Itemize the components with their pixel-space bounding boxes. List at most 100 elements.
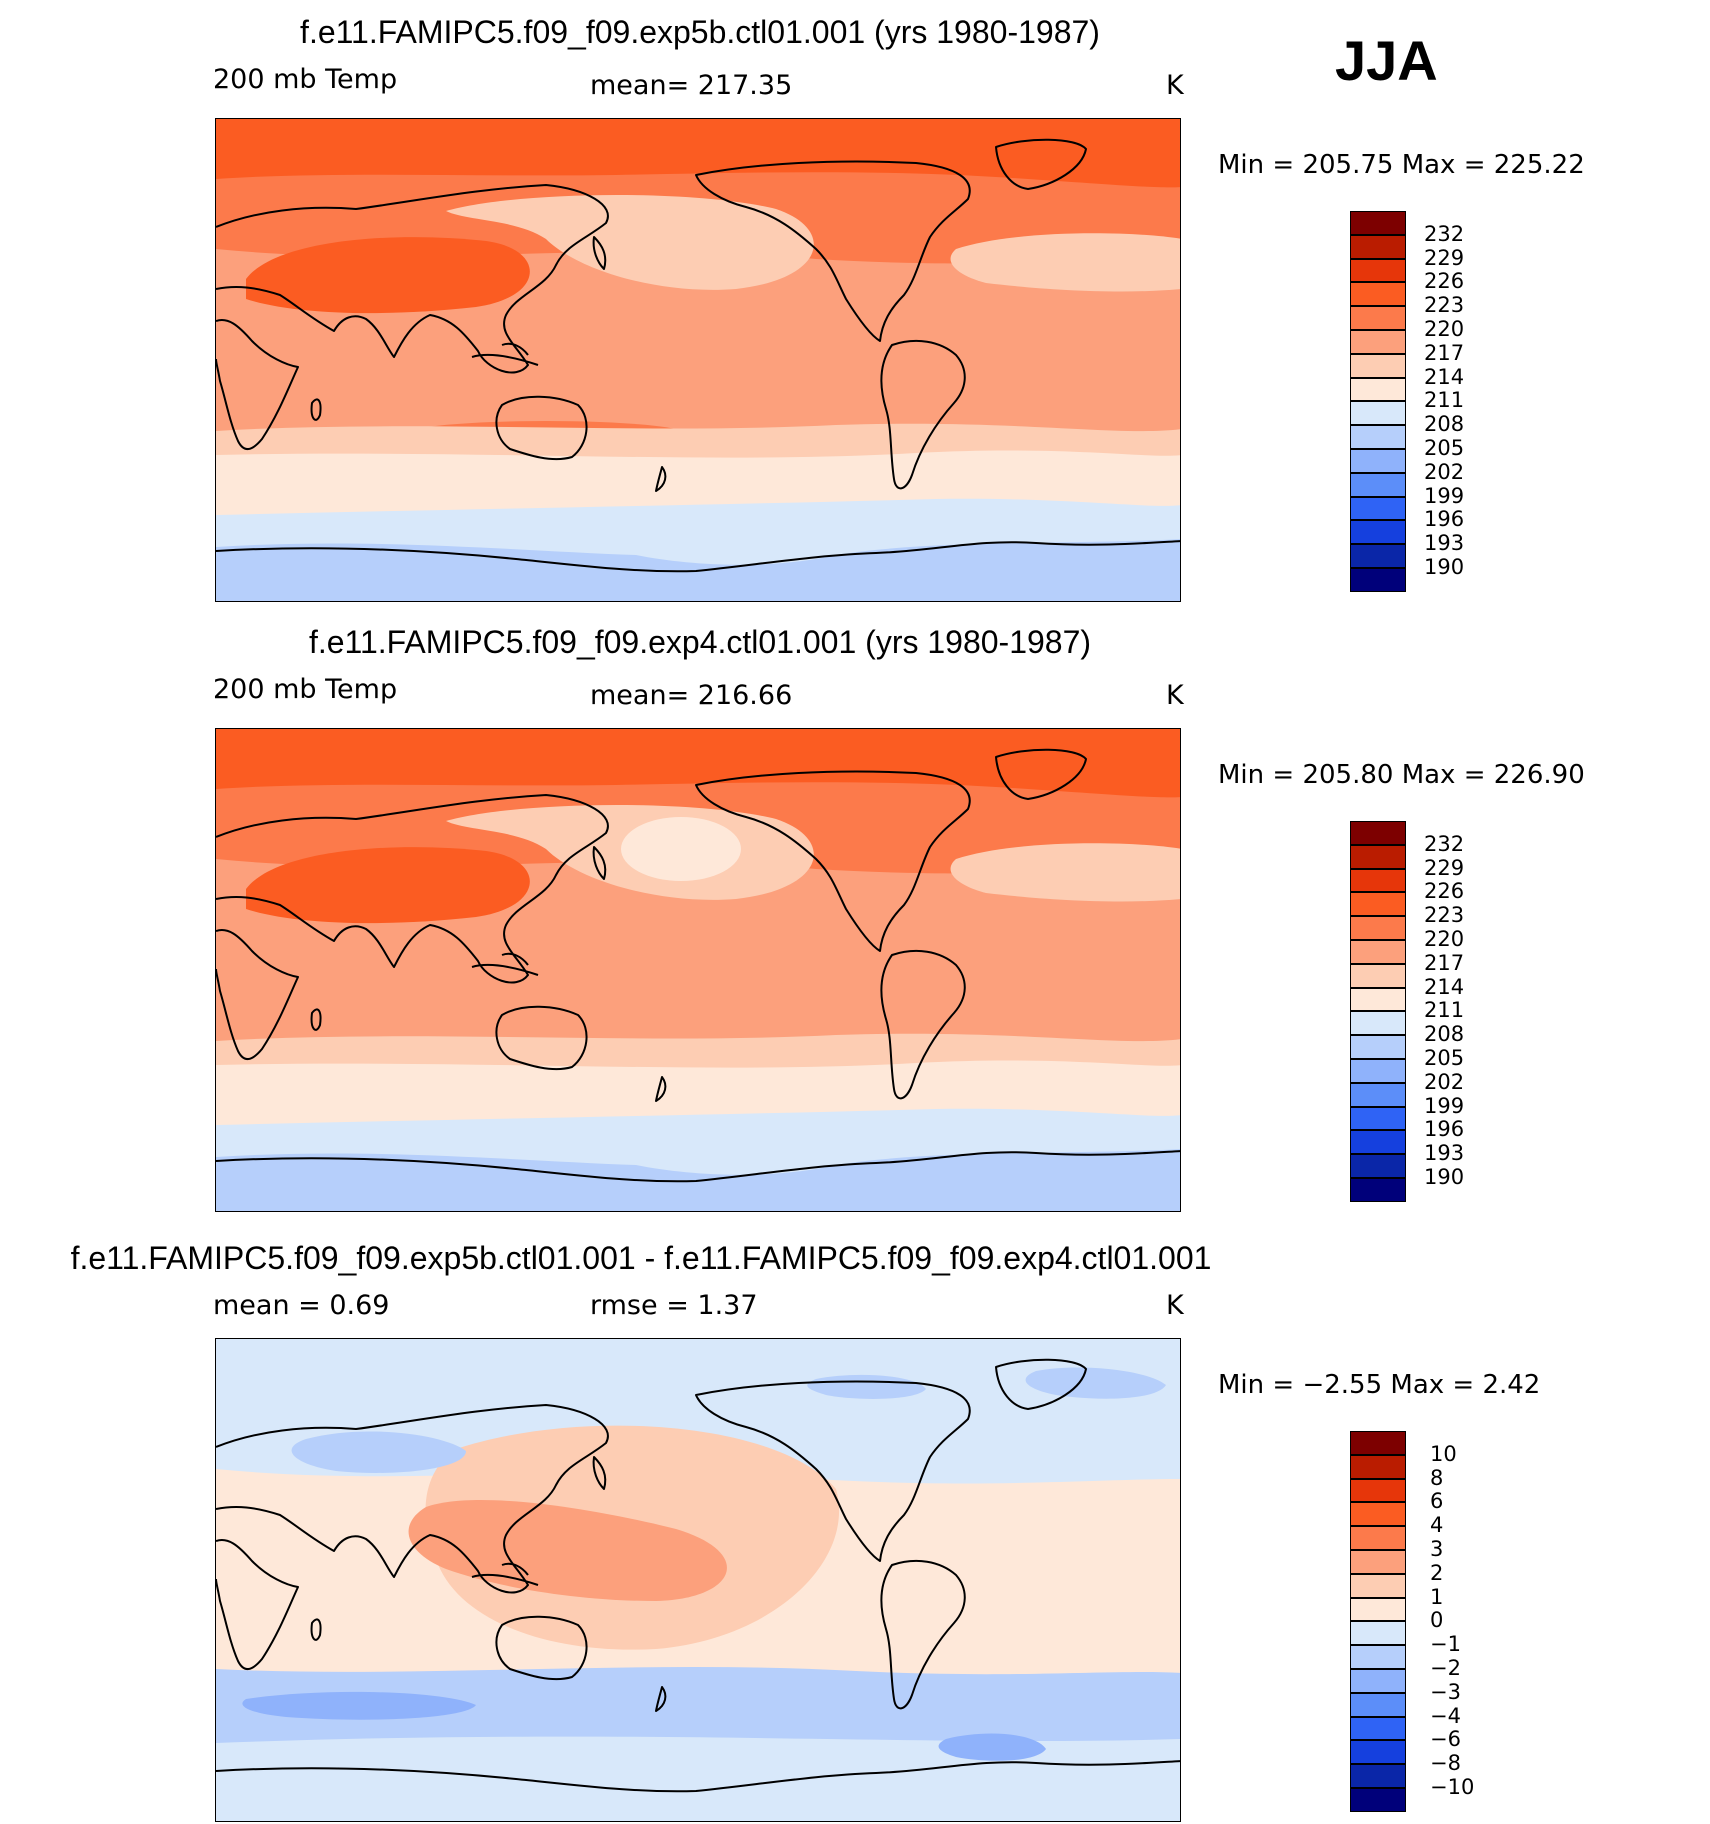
coastline — [471, 342, 539, 366]
colorbar-swatch — [1350, 1035, 1406, 1059]
panel-left-label: mean = 0.69 — [213, 1290, 390, 1321]
panel-left-label: 200 mb Temp — [213, 674, 398, 705]
colorbar-swatch — [1350, 1502, 1406, 1527]
coastline — [216, 929, 299, 1060]
panel-title: f.e11.FAMIPC5.f09_f09.exp4.ctl01.001 (yr… — [308, 624, 1092, 660]
colorbar-tick-label: −10 — [1430, 1775, 1475, 1799]
colorbar-tick-label: 208 — [1424, 1022, 1465, 1047]
colorbar-swatch — [1350, 1645, 1406, 1669]
colorbar-swatch — [1350, 892, 1406, 917]
colorbar-tick-label: −3 — [1430, 1679, 1461, 1704]
colorbar-tick-label: 199 — [1424, 483, 1465, 508]
colorbar-tick-label: 196 — [1424, 1117, 1465, 1142]
colorbar-tick-label: 202 — [1424, 459, 1465, 484]
colorbar-tick-label: −1 — [1430, 1632, 1461, 1657]
coastline — [216, 540, 1180, 573]
coastline — [592, 236, 607, 270]
colorbar-tick-label: 193 — [1424, 531, 1465, 556]
colorbar-swatch — [1350, 916, 1406, 940]
colorbar-swatch — [1350, 1740, 1406, 1765]
colorbar-swatch — [1350, 544, 1406, 568]
coastline — [880, 339, 966, 490]
colorbar-tick-label: 10 — [1430, 1441, 1457, 1466]
coastline — [495, 1005, 588, 1071]
colorbar-swatch — [1350, 520, 1406, 545]
coastline — [592, 846, 607, 880]
coastline — [655, 466, 667, 492]
colorbar-swatch — [1350, 1154, 1406, 1178]
colorbar-tick-label: 229 — [1424, 245, 1465, 270]
panel-title: f.e11.FAMIPC5.f09_f09.exp5b.ctl01.001 - … — [70, 1240, 1212, 1276]
coastline — [216, 1404, 609, 1594]
colorbar-swatch — [1350, 568, 1406, 592]
colorbar-swatch — [1350, 1788, 1406, 1812]
coastline — [495, 1615, 588, 1681]
min-max-label: Min = −2.55 Max = 2.42 — [1218, 1370, 1541, 1400]
colorbar-swatch — [1350, 940, 1406, 964]
colorbar-tick-label: 220 — [1424, 317, 1465, 341]
colorbar-tick-label: 6 — [1430, 1489, 1444, 1514]
panel-units-label: K — [1166, 680, 1184, 711]
colorbar-tick-label: 220 — [1424, 927, 1465, 951]
colorbar-tick-label: 223 — [1424, 293, 1465, 318]
colorbar-tick-label: 202 — [1424, 1069, 1465, 1094]
colorbar-swatch — [1350, 1764, 1406, 1788]
colorbar-tick-label: 217 — [1424, 950, 1465, 975]
coastline — [471, 1562, 539, 1586]
panel-units-label: K — [1166, 1290, 1184, 1321]
colorbar-tick-label: 211 — [1424, 998, 1465, 1023]
colorbar-swatch — [1350, 211, 1406, 235]
colorbar-swatch — [1350, 1011, 1406, 1036]
colorbar-swatch — [1350, 1550, 1406, 1574]
colorbar-tick-label: 190 — [1424, 1165, 1465, 1189]
colorbar-tick-label: 199 — [1424, 1093, 1465, 1118]
colorbar-swatch — [1350, 1621, 1406, 1646]
colorbar-tick-label: −8 — [1430, 1751, 1461, 1776]
coastline — [216, 319, 299, 450]
min-max-label: Min = 205.80 Max = 226.90 — [1218, 760, 1585, 790]
colorbar-tick-label: 190 — [1424, 555, 1465, 579]
contour-region-tibet-high — [246, 237, 530, 314]
colorbar-swatch — [1350, 1454, 1406, 1479]
colorbar-swatch — [1350, 1597, 1406, 1622]
coastline — [592, 1456, 607, 1490]
colorbar-tick-label: −4 — [1430, 1703, 1461, 1728]
colorbar-swatch — [1350, 1130, 1406, 1155]
colorbar-swatch — [1350, 496, 1406, 521]
coastline — [310, 398, 322, 421]
colorbar-tick-label: −6 — [1430, 1727, 1461, 1752]
contour-region-nh-cold-patches — [291, 1367, 1166, 1473]
panel-left-label: 200 mb Temp — [213, 64, 398, 95]
colorbar-swatch — [1350, 1669, 1406, 1693]
colorbar-tick-label: 8 — [1430, 1465, 1444, 1490]
colorbar-tick-label: 208 — [1424, 412, 1465, 437]
colorbar-tick-label: 205 — [1424, 436, 1465, 460]
coastline — [310, 1008, 322, 1031]
colorbar-tick-label: 229 — [1424, 855, 1465, 880]
colorbar-swatch — [1350, 306, 1406, 330]
colorbar-tick-label: 0 — [1430, 1608, 1444, 1633]
colorbar-swatch — [1350, 1082, 1406, 1107]
colorbar-swatch — [1350, 1106, 1406, 1131]
colorbar-tick-label: 226 — [1424, 879, 1465, 904]
coastline — [655, 1686, 667, 1712]
colorbar-tick-label: 214 — [1424, 364, 1465, 389]
colorbar-tick-label: 3 — [1430, 1537, 1444, 1561]
coastline — [495, 395, 588, 461]
map-svg — [216, 1339, 1180, 1821]
coastline — [995, 138, 1087, 190]
map-svg — [216, 119, 1180, 601]
coastline — [471, 952, 539, 976]
season-label: JJA — [1335, 29, 1438, 92]
colorbar-tick-label: 193 — [1424, 1141, 1465, 1166]
coastline — [310, 1618, 322, 1641]
colorbar-tick-label: 1 — [1430, 1584, 1444, 1609]
colorbar-swatch — [1350, 1478, 1406, 1503]
colorbar-swatch — [1350, 282, 1406, 307]
colorbar-swatch — [1350, 1526, 1406, 1550]
colorbar-swatch — [1350, 1716, 1406, 1741]
colorbar-swatch — [1350, 425, 1406, 449]
colorbar-tick-label: 223 — [1424, 903, 1465, 928]
contour-region-sh-cold-core — [242, 1691, 1047, 1761]
colorbar-swatch — [1350, 1059, 1406, 1083]
